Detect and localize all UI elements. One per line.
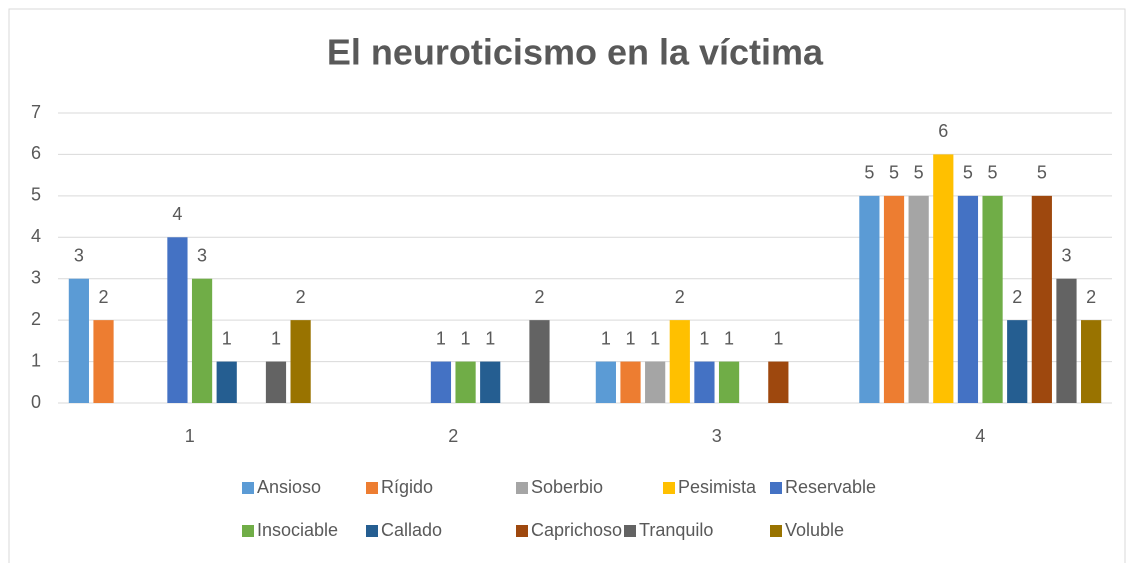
legend-swatch: [770, 525, 782, 537]
data-label: 5: [864, 163, 874, 183]
legend-label: Callado: [381, 520, 442, 540]
bar: [645, 361, 666, 403]
bar: [957, 195, 979, 403]
data-label: 2: [1012, 287, 1022, 307]
legend-swatch: [242, 525, 254, 537]
data-label: 5: [1037, 163, 1047, 183]
data-label: 1: [485, 328, 495, 348]
data-label: 5: [914, 163, 924, 183]
chart-title: El neuroticismo en la víctima: [327, 32, 824, 73]
bar: [68, 278, 89, 403]
legend-label: Soberbio: [531, 477, 603, 497]
bar: [933, 154, 954, 403]
bar: [718, 361, 740, 403]
legend-swatch: [516, 482, 528, 494]
legend-swatch: [624, 525, 636, 537]
bar: [480, 361, 501, 403]
legend-label: Pesimista: [678, 477, 757, 497]
data-label: 1: [773, 328, 783, 348]
y-tick-label: 6: [31, 143, 41, 163]
y-tick-label: 1: [31, 350, 41, 370]
data-label: 5: [988, 163, 998, 183]
data-label: 3: [197, 245, 207, 265]
data-label: 5: [963, 163, 973, 183]
bar: [883, 195, 905, 403]
bar: [167, 237, 188, 403]
legend-label: Reservable: [785, 477, 876, 497]
bar: [908, 195, 929, 403]
data-label: 1: [724, 328, 734, 348]
legend-swatch: [242, 482, 254, 494]
legend-label: Ansioso: [257, 477, 321, 497]
bar: [1007, 320, 1028, 403]
bar: [620, 361, 641, 403]
bar: [1081, 320, 1102, 403]
data-label: 2: [99, 287, 109, 307]
y-tick-label: 0: [31, 392, 41, 412]
data-label: 1: [699, 328, 709, 348]
bar: [265, 361, 287, 403]
data-label: 1: [626, 328, 636, 348]
data-label: 1: [222, 328, 232, 348]
legend-label: Insociable: [257, 520, 338, 540]
x-tick-label: 2: [448, 426, 458, 446]
data-label: 1: [436, 328, 446, 348]
data-label: 2: [534, 287, 544, 307]
legend-label: Caprichoso: [531, 520, 622, 540]
legend-label: Tranquilo: [639, 520, 713, 540]
bar: [768, 361, 789, 403]
data-label: 1: [461, 328, 471, 348]
x-tick-label: 3: [712, 426, 722, 446]
data-label: 2: [1086, 287, 1096, 307]
bar: [93, 320, 114, 403]
bar: [1031, 195, 1052, 403]
y-tick-label: 7: [31, 102, 41, 122]
data-label: 2: [296, 287, 306, 307]
bar: [191, 278, 213, 403]
bar: [1056, 278, 1077, 403]
bar: [290, 320, 311, 403]
bar: [430, 361, 452, 403]
data-label: 6: [938, 121, 948, 141]
data-label: 3: [1061, 245, 1071, 265]
data-label: 1: [601, 328, 611, 348]
bar: [216, 361, 237, 403]
x-tick-label: 1: [185, 426, 195, 446]
y-tick-label: 5: [31, 185, 41, 205]
legend-label: Voluble: [785, 520, 844, 540]
data-label: 1: [271, 328, 281, 348]
bar: [529, 320, 550, 403]
x-tick-label: 4: [975, 426, 985, 446]
bar: [859, 195, 880, 403]
bar: [982, 195, 1003, 403]
bar: [669, 320, 690, 403]
bar: [694, 361, 715, 403]
data-label: 3: [74, 245, 84, 265]
legend-swatch: [770, 482, 782, 494]
data-label: 1: [650, 328, 660, 348]
legend-swatch: [366, 482, 378, 494]
data-label: 4: [172, 204, 182, 224]
legend-swatch: [663, 482, 675, 494]
legend-swatch: [366, 525, 378, 537]
legend-label: Rígido: [381, 477, 433, 497]
data-label: 5: [889, 163, 899, 183]
y-tick-label: 4: [31, 226, 41, 246]
y-tick-label: 2: [31, 309, 41, 329]
data-label: 2: [675, 287, 685, 307]
bar: [595, 361, 616, 403]
legend-swatch: [516, 525, 528, 537]
bar: [455, 361, 476, 403]
y-tick-label: 3: [31, 267, 41, 287]
